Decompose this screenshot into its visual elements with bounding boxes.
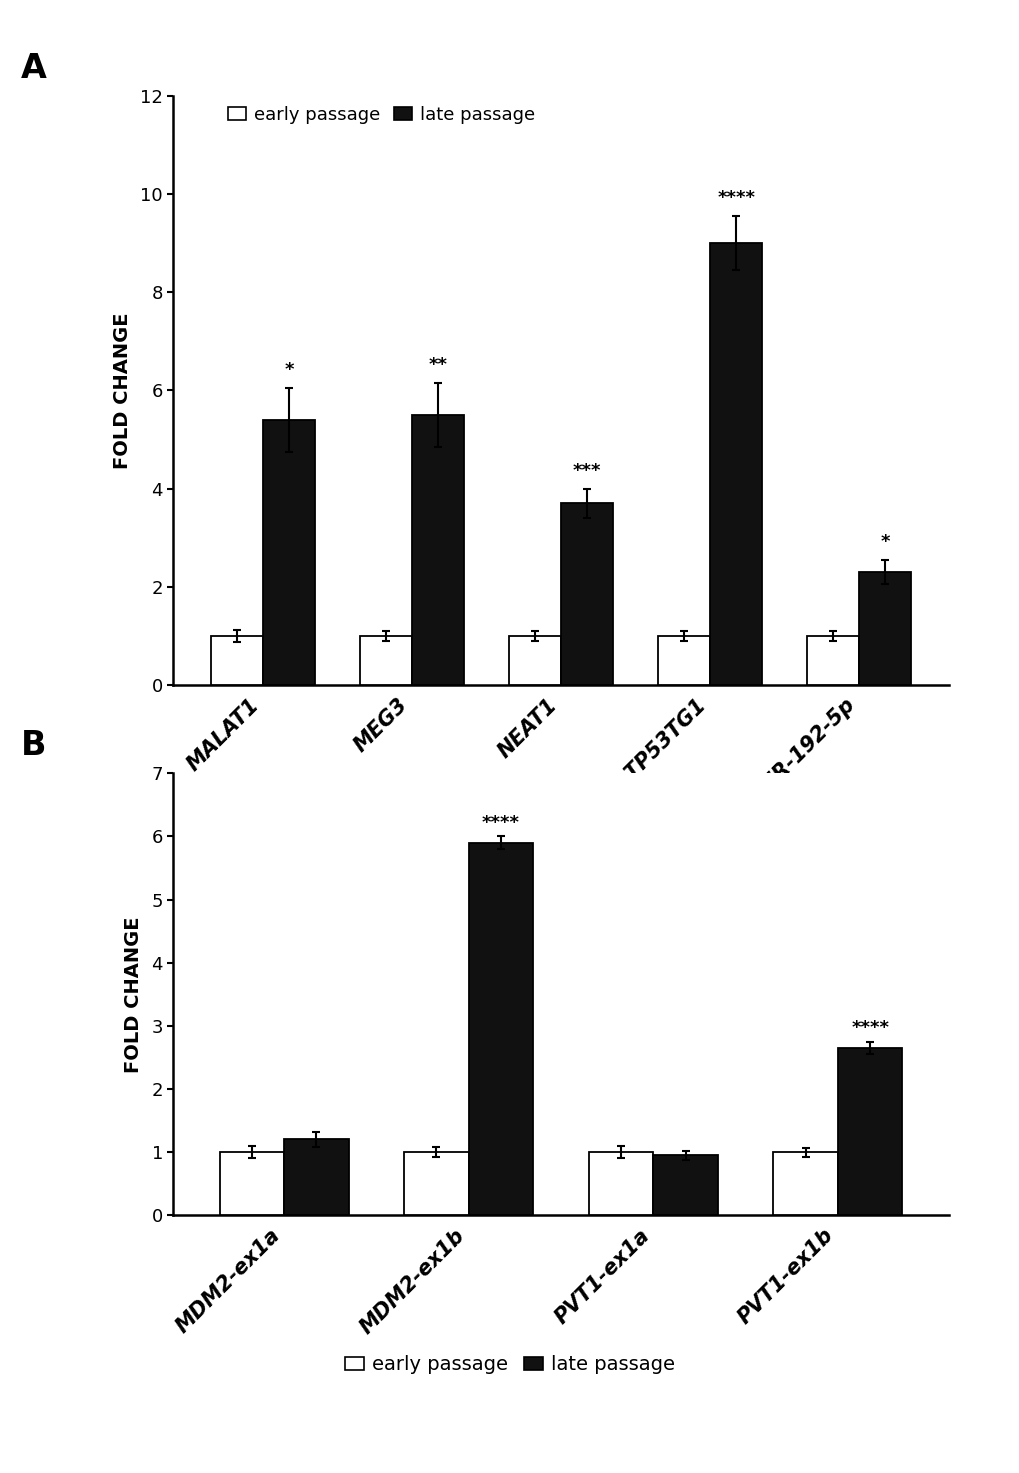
- Y-axis label: FOLD CHANGE: FOLD CHANGE: [124, 916, 143, 1072]
- Text: ***: ***: [573, 461, 601, 480]
- Text: ****: ****: [716, 189, 754, 208]
- Bar: [837, 1047, 902, 1215]
- Bar: [560, 504, 612, 685]
- Legend: early passage, late passage: early passage, late passage: [337, 1348, 682, 1382]
- Text: *: *: [284, 361, 293, 379]
- Bar: [469, 843, 533, 1215]
- Bar: [404, 1152, 469, 1215]
- Bar: [284, 1140, 348, 1215]
- Bar: [211, 636, 263, 685]
- Bar: [709, 243, 761, 685]
- Bar: [657, 636, 709, 685]
- Bar: [412, 415, 464, 685]
- Bar: [360, 636, 412, 685]
- Text: B: B: [20, 729, 46, 762]
- Text: **: **: [428, 356, 447, 374]
- Bar: [652, 1155, 717, 1215]
- Text: ****: ****: [482, 815, 520, 832]
- Bar: [508, 636, 560, 685]
- Bar: [263, 420, 315, 685]
- Bar: [806, 636, 858, 685]
- Bar: [588, 1152, 652, 1215]
- Bar: [772, 1152, 837, 1215]
- Text: *: *: [879, 533, 890, 551]
- Bar: [858, 572, 910, 685]
- Y-axis label: FOLD CHANGE: FOLD CHANGE: [113, 312, 131, 468]
- Legend: early passage, late passage: early passage, late passage: [221, 99, 541, 131]
- Text: A: A: [20, 52, 46, 84]
- Text: ****: ****: [850, 1019, 889, 1037]
- Bar: [219, 1152, 284, 1215]
